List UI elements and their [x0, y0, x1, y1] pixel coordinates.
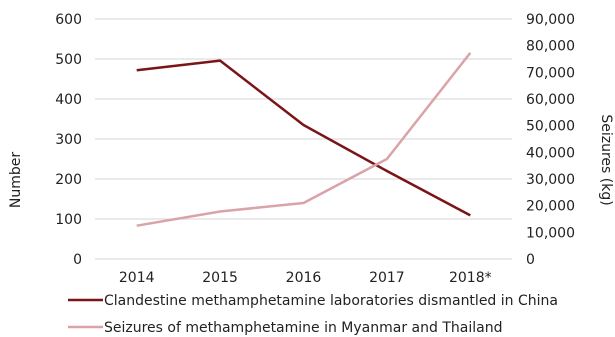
- legend-label-1: Clandestine methamphetamine laboratories…: [104, 293, 558, 309]
- x-tick-label: 2017: [369, 270, 405, 286]
- right-tick-label: 30,000: [526, 172, 575, 188]
- left-tick-label: 300: [55, 132, 82, 148]
- right-tick-label: 60,000: [526, 92, 575, 108]
- x-tick-label: 2014: [119, 270, 155, 286]
- right-axis-title: Seizures (kg): [598, 114, 614, 205]
- left-tick-label: 500: [55, 52, 82, 68]
- x-tick-label: 2016: [286, 270, 322, 286]
- right-tick-label: 90,000: [526, 12, 575, 28]
- legend: Clandestine methamphetamine laboratories…: [68, 293, 558, 336]
- x-axis-ticks: 2014 2015 2016 2017 2018*: [119, 270, 492, 286]
- x-tick-label: 2015: [202, 270, 238, 286]
- left-tick-label: 600: [55, 12, 82, 28]
- gridlines: [95, 18, 512, 260]
- left-tick-label: 400: [55, 92, 82, 108]
- x-tick-label: 2018*: [449, 270, 492, 286]
- right-tick-label: 10,000: [526, 225, 575, 241]
- series-lines: [136, 52, 472, 227]
- right-tick-label: 50,000: [526, 119, 575, 135]
- series-line-2: [136, 52, 472, 227]
- series-line-1: [136, 59, 471, 217]
- right-tick-label: 70,000: [526, 65, 575, 81]
- left-tick-label: 0: [73, 252, 82, 268]
- left-tick-label: 100: [55, 212, 82, 228]
- right-axis-ticks: 0 10,000 20,000 30,000 40,000 50,000 60,000 70,…: [526, 12, 575, 268]
- right-tick-label: 40,000: [526, 145, 575, 161]
- left-axis-title: Number: [8, 152, 24, 208]
- right-tick-label: 0: [526, 252, 535, 268]
- left-axis-ticks: 0 100 200 300 400 500 600: [55, 12, 82, 268]
- right-tick-label: 20,000: [526, 199, 575, 215]
- right-tick-label: 80,000: [526, 39, 575, 55]
- legend-label-2: Seizures of methamphetamine in Myanmar a…: [104, 320, 502, 336]
- left-tick-label: 200: [55, 172, 82, 188]
